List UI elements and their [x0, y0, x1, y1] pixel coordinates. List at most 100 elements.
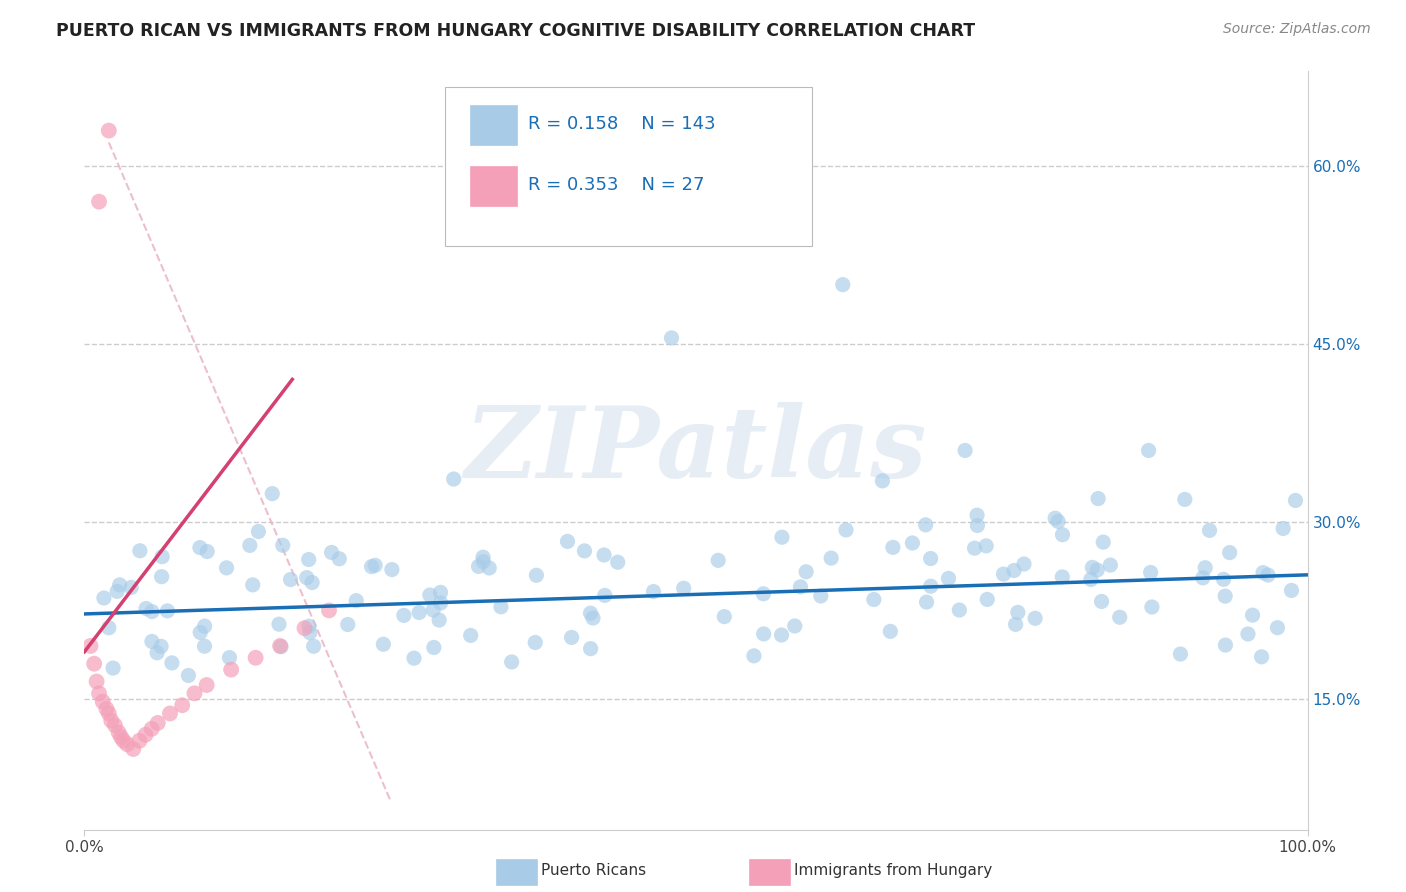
Point [381, 563, 404, 577]
Point [269, 639, 291, 653]
Point [1219, 546, 1241, 560]
Point [606, 555, 628, 569]
Point [429, 596, 451, 610]
Point [97, 123, 120, 137]
Point [87, 194, 110, 209]
Point [770, 530, 793, 544]
Point [574, 544, 596, 558]
Point [135, 601, 157, 615]
Point [963, 541, 986, 556]
Point [789, 580, 811, 594]
Point [1215, 638, 1237, 652]
Point [100, 714, 122, 728]
Point [489, 599, 512, 614]
Point [713, 609, 735, 624]
Point [86, 674, 108, 689]
Point [419, 588, 441, 602]
Point [579, 606, 602, 620]
Point [863, 592, 886, 607]
Point [835, 523, 858, 537]
Point [1194, 560, 1216, 574]
Point [794, 565, 817, 579]
Point [901, 536, 924, 550]
Point [160, 656, 183, 670]
Point [1052, 570, 1074, 584]
Point [1139, 566, 1161, 580]
Point [247, 524, 270, 539]
Point [270, 640, 292, 654]
Point [150, 640, 173, 654]
FancyBboxPatch shape [470, 166, 517, 205]
Point [1198, 524, 1220, 538]
Point [110, 730, 132, 744]
Point [472, 550, 495, 565]
Text: PUERTO RICAN VS IMMIGRANTS FROM HUNGARY COGNITIVE DISABILITY CORRELATION CHART: PUERTO RICAN VS IMMIGRANTS FROM HUNGARY … [56, 22, 976, 40]
Point [150, 569, 173, 583]
Point [295, 571, 318, 585]
Point [423, 640, 446, 655]
Point [1081, 560, 1104, 574]
Point [1052, 527, 1074, 541]
Point [364, 558, 387, 573]
Point [301, 575, 323, 590]
Point [195, 678, 218, 692]
Point [810, 589, 832, 603]
Text: Puerto Ricans: Puerto Ricans [541, 863, 647, 878]
Text: Source: ZipAtlas.com: Source: ZipAtlas.com [1223, 22, 1371, 37]
Point [643, 584, 665, 599]
Point [104, 718, 127, 732]
Point [1212, 572, 1234, 586]
Point [183, 686, 205, 700]
Point [1170, 647, 1192, 661]
FancyBboxPatch shape [446, 87, 813, 245]
Point [1237, 627, 1260, 641]
Point [974, 539, 997, 553]
Point [526, 568, 548, 582]
Point [141, 722, 163, 736]
Point [820, 551, 842, 566]
Point [159, 706, 181, 721]
Point [938, 571, 960, 585]
Point [271, 538, 294, 552]
Point [752, 627, 775, 641]
Point [872, 474, 894, 488]
Point [108, 578, 131, 592]
Point [1137, 443, 1160, 458]
Point [321, 545, 343, 559]
Point [215, 561, 238, 575]
Point [122, 742, 145, 756]
Point [402, 651, 425, 665]
Point [1213, 589, 1236, 603]
Point [1090, 594, 1112, 608]
Point [524, 635, 547, 649]
Point [336, 617, 359, 632]
Point [135, 728, 157, 742]
Point [298, 619, 321, 633]
Text: R = 0.353    N = 27: R = 0.353 N = 27 [529, 176, 704, 194]
Point [593, 589, 616, 603]
Point [298, 552, 321, 566]
Point [1004, 617, 1026, 632]
Point [298, 625, 321, 640]
Point [219, 663, 242, 677]
Point [1012, 557, 1035, 571]
Point [107, 725, 129, 739]
Point [193, 639, 215, 653]
Point [460, 628, 482, 642]
Point [579, 641, 602, 656]
Point [93, 591, 115, 605]
Point [427, 613, 450, 627]
Point [993, 567, 1015, 582]
Point [443, 472, 465, 486]
Point [422, 603, 444, 617]
Point [373, 637, 395, 651]
Text: Immigrants from Hungary: Immigrants from Hungary [794, 863, 993, 878]
Point [661, 331, 683, 345]
Point [1257, 568, 1279, 582]
Point [96, 702, 118, 716]
Point [882, 541, 904, 555]
Point [831, 277, 853, 292]
Point [280, 573, 302, 587]
Point [1140, 600, 1163, 615]
Point [242, 578, 264, 592]
